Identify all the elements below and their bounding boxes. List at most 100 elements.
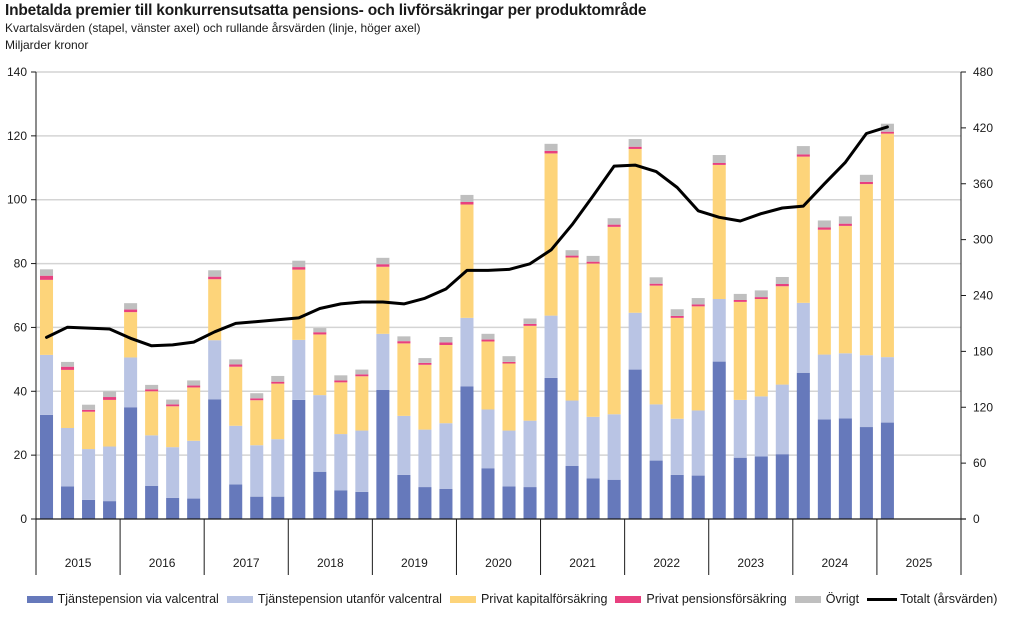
bar-segment	[145, 389, 159, 392]
bar-stack	[229, 359, 243, 519]
bar-segment	[397, 474, 411, 519]
bar-segment	[523, 325, 537, 421]
left-tick-label: 60	[14, 320, 28, 334]
bar-segment	[103, 391, 117, 398]
bar-segment	[754, 456, 768, 519]
bar-segment	[481, 333, 495, 340]
right-tick-label: 240	[973, 289, 993, 303]
bar-segment	[355, 376, 369, 431]
bar-stack	[649, 277, 663, 519]
bar-segment	[418, 364, 432, 430]
bar-segment	[39, 354, 54, 415]
bar-segment	[334, 382, 348, 435]
bar-segment	[145, 384, 159, 390]
bar-segment	[292, 399, 306, 519]
bar-segment	[250, 398, 264, 401]
bar-segment	[754, 297, 768, 300]
chart-title: Inbetalda premier till konkurrensutsatta…	[5, 2, 647, 19]
year-label: 2015	[65, 556, 92, 570]
bar-stack	[418, 358, 432, 519]
bar-segment	[61, 486, 75, 519]
bar-segment	[607, 479, 621, 519]
bar-segment	[376, 333, 390, 391]
bar-segment	[250, 445, 264, 497]
bar-segment	[796, 302, 810, 373]
bar-segment	[376, 390, 390, 519]
bar-stack	[502, 356, 516, 519]
bar-segment	[82, 449, 96, 500]
bar-segment	[355, 491, 369, 519]
bar-segment	[628, 369, 642, 519]
legend-item: Tjänstepension utanför valcentral	[226, 592, 442, 606]
bar-segment	[166, 497, 180, 519]
bar-segment	[859, 427, 873, 519]
bar-segment	[796, 154, 810, 157]
bar-segment	[208, 270, 222, 277]
bar-segment	[397, 343, 411, 416]
bar-stack	[124, 303, 138, 519]
bar-segment	[544, 150, 558, 154]
left-tick-label: 80	[14, 257, 28, 271]
year-label: 2022	[653, 556, 680, 570]
bar-segment	[838, 223, 852, 226]
bar-segment	[208, 276, 222, 280]
bar-segment	[712, 155, 726, 163]
bar-stack	[817, 220, 831, 519]
bar-stack	[39, 269, 54, 519]
bars	[39, 123, 894, 519]
bar-segment	[817, 220, 831, 228]
bar-segment	[502, 361, 516, 364]
bar-segment	[859, 174, 873, 182]
bar-segment	[628, 146, 642, 149]
year-label: 2018	[317, 556, 344, 570]
bar-segment	[250, 393, 264, 399]
bar-segment	[733, 301, 747, 400]
bar-stack	[334, 375, 348, 519]
bar-segment	[418, 358, 432, 363]
bar-segment	[187, 440, 201, 499]
bar-segment	[61, 366, 75, 370]
bar-stack	[292, 260, 306, 519]
bar-segment	[586, 261, 600, 264]
bar-segment	[61, 369, 75, 429]
year-label: 2016	[149, 556, 176, 570]
legend-item: Privat pensionsförsäkring	[615, 592, 787, 606]
bar-segment	[670, 418, 684, 475]
legend-item: Tjänstepension via valcentral	[26, 592, 219, 606]
bar-segment	[124, 303, 138, 310]
bar-stack	[82, 404, 96, 519]
bar-segment	[775, 454, 789, 519]
bar-segment	[817, 229, 831, 355]
bar-stack	[481, 333, 495, 519]
bar-segment	[649, 285, 663, 405]
bar-stack	[376, 257, 390, 519]
bar-segment	[481, 339, 495, 342]
bar-segment	[103, 501, 117, 519]
bar-segment	[712, 299, 726, 362]
bar-segment	[460, 201, 474, 205]
bar-segment	[670, 315, 684, 318]
bar-segment	[565, 400, 579, 466]
bar-segment	[439, 423, 453, 489]
legend-swatch	[449, 595, 476, 603]
bar-segment	[502, 430, 516, 487]
bar-segment	[271, 439, 285, 497]
bar-segment	[397, 341, 411, 344]
bar-segment	[229, 364, 243, 367]
right-tick-label: 60	[973, 456, 987, 470]
bar-segment	[229, 484, 243, 519]
bar-stack	[544, 143, 558, 519]
bar-segment	[208, 340, 222, 400]
bar-segment	[586, 263, 600, 417]
bar-segment	[565, 257, 579, 401]
bar-segment	[544, 377, 558, 519]
bar-segment	[775, 276, 789, 285]
bar-stack	[607, 218, 621, 519]
bar-segment	[187, 385, 201, 388]
bar-stack	[586, 255, 600, 519]
bar-stack	[733, 293, 747, 519]
legend-swatch	[226, 595, 253, 603]
bar-segment	[481, 468, 495, 519]
bar-segment	[628, 148, 642, 313]
bar-segment	[397, 415, 411, 475]
